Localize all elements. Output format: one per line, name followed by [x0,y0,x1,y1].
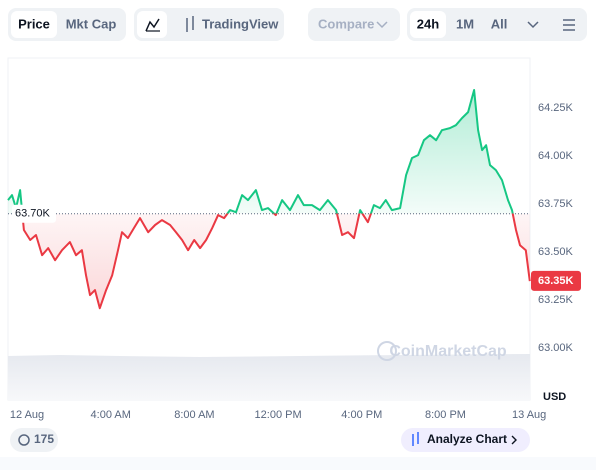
area-fill [8,90,530,309]
chevron[interactable] [527,21,539,29]
currency: USD [543,391,566,403]
y-tick-label: 64.00K [538,150,574,162]
bottom-strip [0,457,596,470]
y-tick-label: 63.75K [538,198,574,210]
settings-icon[interactable] [563,19,575,31]
y-tick-label: 63.50K [538,246,574,258]
compare[interactable]: Compare [318,16,374,31]
range-group [407,8,587,41]
x-tick-label: 8:00 PM [425,409,466,421]
clock-icon [18,434,30,446]
analyze-icon [412,432,419,446]
chevron [511,435,517,445]
y-tick-label: 63.25K [538,294,574,306]
line-icon [145,18,160,32]
volume-area [8,354,530,400]
analyze-button[interactable] [401,428,530,452]
baseline-tag [12,204,56,223]
x-tick-label: 8:00 AM [174,409,214,421]
chart-type-group [134,8,284,41]
tab-active[interactable] [11,11,57,38]
tab-mkt-cap[interactable]: Mkt Cap [66,16,117,31]
candle-icon [186,16,194,32]
trading-view[interactable]: TradingView [202,16,279,31]
range-all[interactable]: All [491,16,508,31]
analyze-label[interactable]: Analyze Chart [427,432,507,446]
y-tick-label: 63.00K [538,342,574,354]
range-active[interactable] [410,11,446,38]
baseline-label: 63.70K [15,208,51,220]
watermark: CoinMarketCap [389,343,507,360]
tab-price[interactable]: Price [18,16,50,31]
x-tick-label: 12:00 PM [255,409,302,421]
chevron [376,21,388,29]
watermark-logo [377,341,397,361]
x-tick-label: 12 Aug [10,409,44,421]
price-line [7,89,531,310]
y-tick-label: 64.25K [538,102,574,114]
range-24h[interactable]: 24h [417,16,439,31]
compare-button[interactable] [308,8,400,41]
price-tag [531,270,581,291]
range-1m[interactable]: 1M [456,16,474,31]
badge-count: 175 [34,432,54,446]
badge[interactable] [10,428,58,452]
price-tag-label: 63.35K [538,275,574,287]
x-tick-label: 4:00 PM [341,409,382,421]
x-tick-label: 13 Aug [512,409,546,421]
x-tick-label: 4:00 AM [91,409,131,421]
